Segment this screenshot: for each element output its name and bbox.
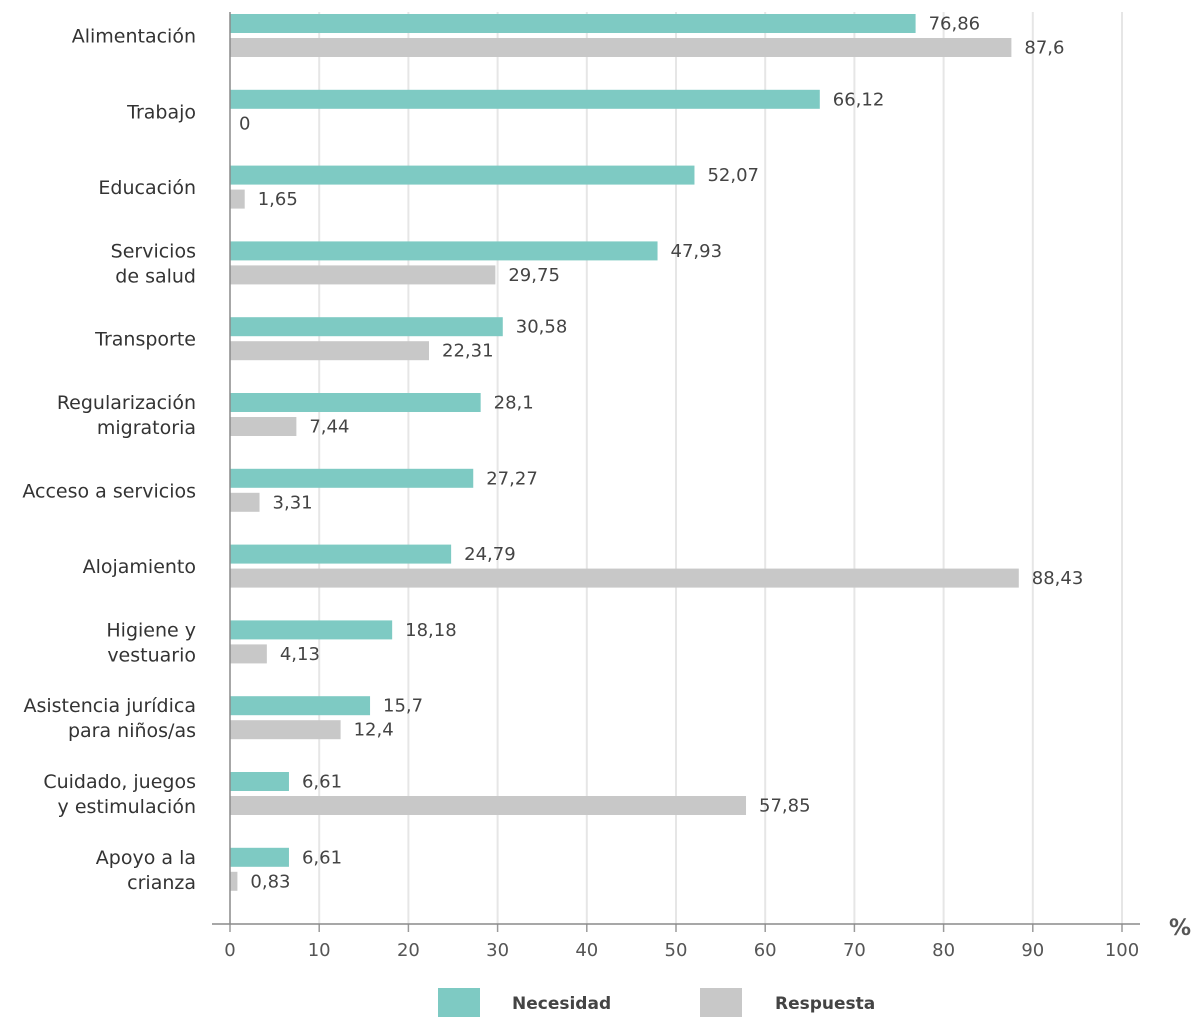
- bar-respuesta: [230, 341, 430, 361]
- x-tick-label: 20: [397, 940, 420, 961]
- bar-necesidad: [230, 393, 481, 412]
- legend-swatch-respuesta: [700, 988, 742, 1017]
- category-label: Educación: [98, 177, 196, 199]
- data-label: 27,27: [486, 468, 538, 489]
- x-tick-labels: 0 10 20 30 40 50 60 70 80 90 100: [224, 940, 1139, 961]
- bar-respuesta: [230, 720, 341, 740]
- category-label: Transporte: [94, 329, 196, 351]
- category-label: Acceso a servicios: [22, 480, 196, 502]
- grid-lines: [229, 12, 1123, 932]
- bar-respuesta: [230, 492, 260, 512]
- bar-respuesta: [230, 796, 747, 815]
- bar-respuesta: [230, 38, 1012, 57]
- data-label: 12,4: [354, 720, 394, 741]
- category-label: Asistencia jurídica para niños/as: [23, 695, 196, 742]
- axes: [212, 12, 1140, 925]
- x-tick-label: 90: [1021, 940, 1044, 961]
- category-label: Alojamiento: [83, 556, 196, 578]
- x-tick-label: 50: [665, 940, 688, 961]
- data-label: 22,31: [442, 341, 494, 362]
- data-label: 28,1: [494, 393, 534, 414]
- data-label: 6,61: [302, 772, 342, 793]
- x-unit-label: %: [1169, 916, 1191, 941]
- category-label: Higiene y vestuario: [106, 619, 196, 666]
- data-label: 57,85: [759, 796, 811, 817]
- x-tick-label: 70: [843, 940, 866, 961]
- bar-necesidad: [230, 317, 503, 337]
- bar-respuesta: [230, 871, 238, 891]
- legend-swatch-necesidad: [438, 988, 480, 1017]
- data-label: 87,6: [1024, 38, 1064, 59]
- x-tick-label: 40: [575, 940, 598, 961]
- category-label: Apoyo a la crianza: [96, 847, 196, 894]
- data-label: 0,83: [250, 871, 290, 892]
- x-tick-label: 60: [754, 940, 777, 961]
- bar-necesidad: [230, 696, 371, 716]
- data-label: 24,79: [464, 544, 516, 565]
- bar-necesidad: [230, 14, 916, 33]
- data-label: 52,07: [707, 165, 759, 186]
- data-label: 4,13: [280, 644, 320, 665]
- category-labels: Alimentación Trabajo Educación Servicios de …: [22, 26, 196, 894]
- bar-necesidad: [230, 772, 289, 791]
- legend: Necesidad Respuesta: [438, 988, 875, 1017]
- x-tick-label: 30: [486, 940, 509, 961]
- data-label: 88,43: [1032, 568, 1084, 589]
- bar-respuesta: [230, 417, 297, 436]
- bar-necesidad: [230, 544, 452, 564]
- data-label: 47,93: [671, 241, 723, 262]
- data-label: 15,7: [383, 696, 423, 717]
- bar-necesidad: [230, 241, 658, 261]
- category-label: Regularización migratoria: [57, 392, 196, 439]
- bar-necesidad: [230, 847, 289, 867]
- data-label: 0: [239, 113, 250, 134]
- data-label: 66,12: [833, 89, 885, 110]
- data-label: 1,65: [258, 189, 298, 210]
- category-label: Servicios de salud: [111, 240, 196, 287]
- data-label: 76,86: [929, 14, 981, 35]
- data-label: 6,61: [302, 847, 342, 868]
- bar-respuesta: [230, 265, 496, 285]
- x-tick-label: 0: [224, 940, 235, 961]
- data-label: 18,18: [405, 620, 457, 641]
- bar-necesidad: [230, 89, 820, 109]
- bars: 76,86 87,6 66,12 0 52,07 1,65 47,93 29,75 30,58 2…: [230, 14, 1084, 892]
- x-tick-label: 80: [932, 940, 955, 961]
- bar-necesidad: [230, 468, 474, 488]
- bar-necesidad: [230, 620, 393, 640]
- bar-respuesta: [230, 568, 1019, 588]
- bar-necesidad: [230, 165, 695, 185]
- data-label: 3,31: [273, 492, 313, 513]
- data-label: 30,58: [516, 317, 568, 338]
- x-tick-label: 100: [1105, 940, 1139, 961]
- category-label: Cuidado, juegos y estimulación: [43, 771, 196, 818]
- data-label: 7,44: [309, 417, 349, 438]
- bar-respuesta: [230, 189, 245, 209]
- legend-label-respuesta: Respuesta: [775, 994, 875, 1014]
- data-label: 29,75: [508, 265, 560, 286]
- legend-label-necesidad: Necesidad: [512, 994, 611, 1014]
- category-label: Trabajo: [126, 101, 196, 123]
- bar-respuesta: [230, 644, 267, 664]
- category-label: Alimentación: [72, 26, 196, 48]
- x-tick-label: 10: [308, 940, 331, 961]
